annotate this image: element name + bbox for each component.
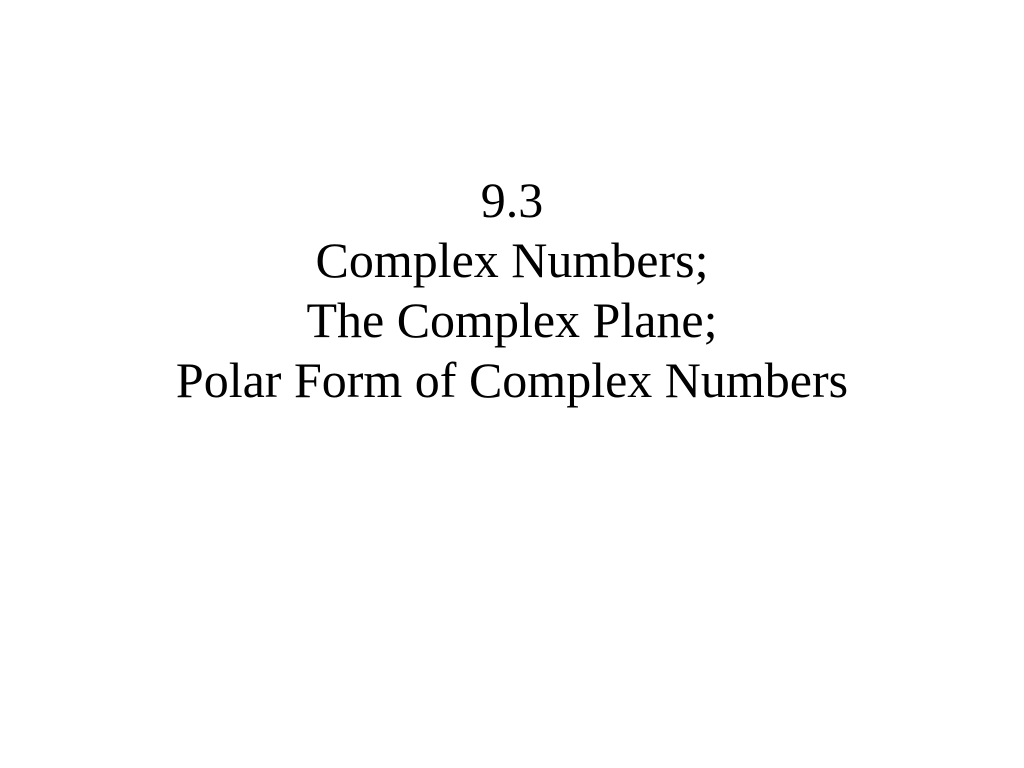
title-line-1: Complex Numbers;: [315, 230, 708, 290]
title-line-3: Polar Form of Complex Numbers: [176, 350, 848, 410]
title-line-2: The Complex Plane;: [306, 290, 717, 350]
slide-container: 9.3 Complex Numbers; The Complex Plane; …: [0, 0, 1024, 768]
section-number: 9.3: [481, 170, 544, 230]
